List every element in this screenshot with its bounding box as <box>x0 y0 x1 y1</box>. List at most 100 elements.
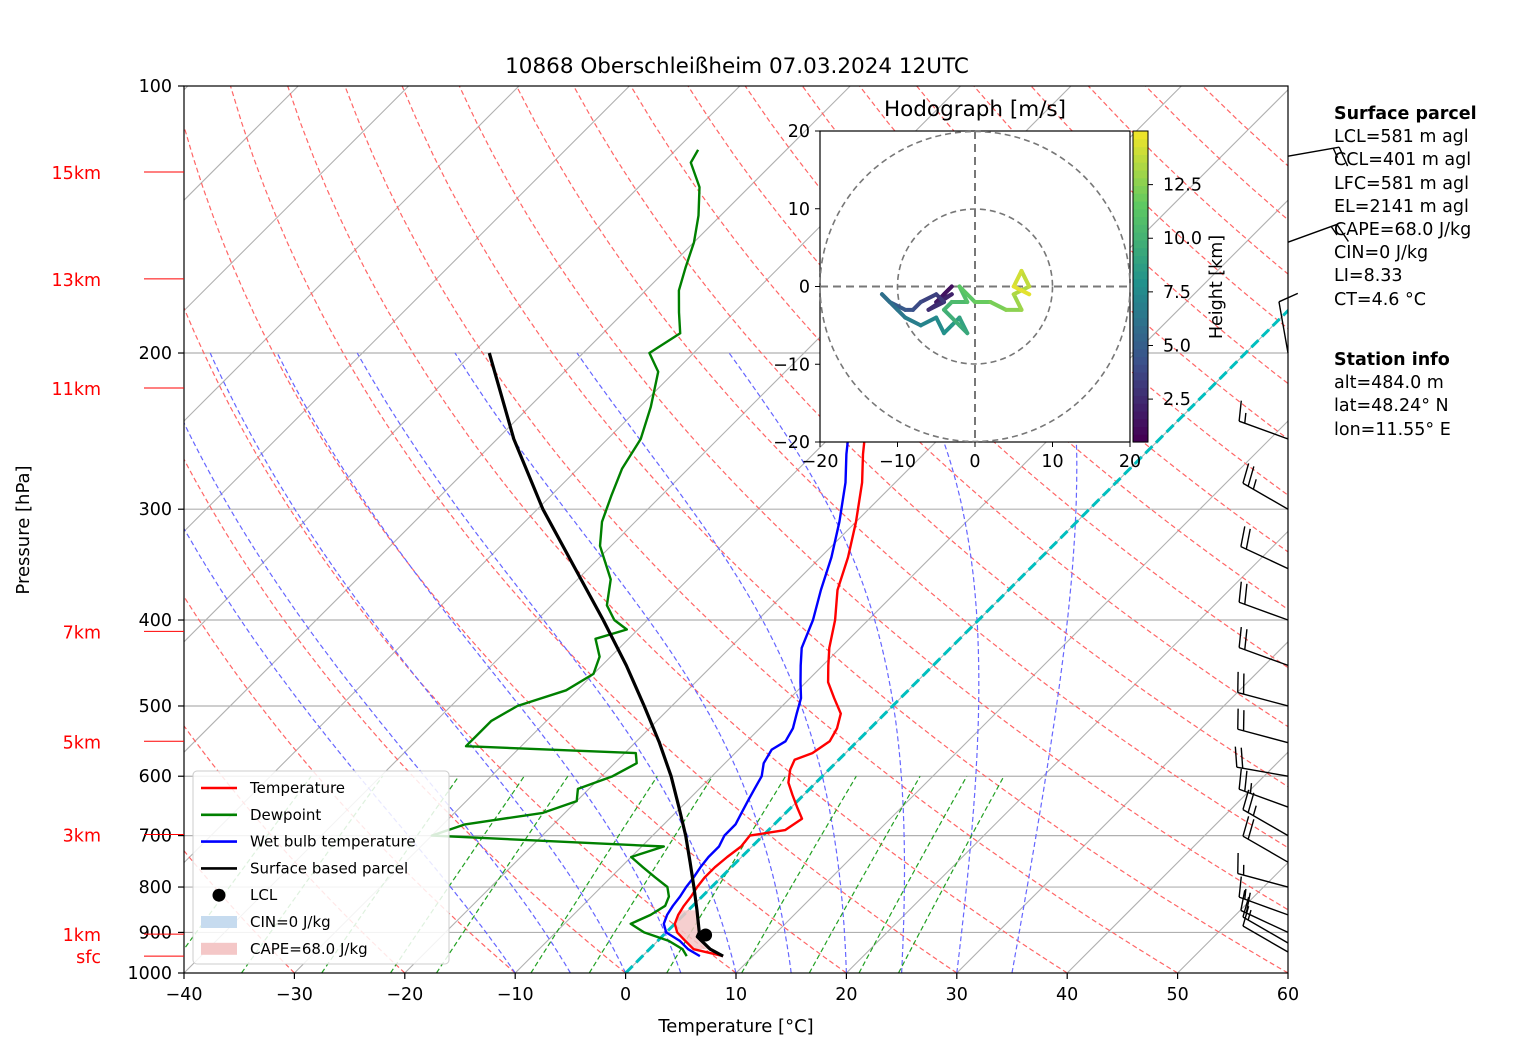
colorbar-cell <box>1133 364 1148 372</box>
height-marker-label: 3km <box>63 826 101 846</box>
height-marker-label: 11km <box>52 380 101 400</box>
wind-barb-shaft <box>1288 224 1337 242</box>
legend-swatch-dot <box>213 889 226 902</box>
x-tick-label: −30 <box>276 985 313 1005</box>
x-tick-label: 50 <box>1166 985 1188 1005</box>
legend-label: Wet bulb temperature <box>250 833 416 851</box>
legend-label: Temperature <box>249 779 345 797</box>
colorbar-cell <box>1133 325 1148 333</box>
colorbar-cell <box>1133 419 1148 427</box>
station-longitude: lon=11.55° E <box>1334 419 1451 442</box>
wind-barb-shaft <box>1239 602 1288 620</box>
colorbar-cell <box>1133 248 1148 256</box>
wind-barb-shaft <box>1238 729 1288 742</box>
y-tick-label: 700 <box>139 827 172 847</box>
colorbar-tick-label: 10.0 <box>1163 229 1202 249</box>
y-tick-label: 600 <box>139 767 172 787</box>
station-latitude: lat=48.24° N <box>1334 395 1451 418</box>
station-altitude: alt=484.0 m <box>1334 372 1451 395</box>
y-tick-label: 500 <box>139 697 172 717</box>
wind-barb-flag <box>1239 627 1241 648</box>
colorbar-tick-label: 12.5 <box>1163 176 1202 196</box>
hodograph-x-tick-label: −10 <box>879 452 916 472</box>
colorbar-tick-label: 7.5 <box>1163 283 1191 303</box>
surface-parcel-lcl: LCL=581 m agl <box>1334 126 1477 149</box>
x-tick-label: −20 <box>386 985 423 1005</box>
x-tick-label: 0 <box>620 985 631 1005</box>
wind-barb-flag <box>1241 748 1242 769</box>
colorbar-cell <box>1133 333 1148 341</box>
wind-barb-flag <box>1248 466 1254 486</box>
wind-barb-flag <box>1239 401 1241 422</box>
legend-label: LCL <box>250 886 278 904</box>
colorbar-cell <box>1133 388 1148 396</box>
hodograph-title: Hodograph [m/s] <box>884 97 1066 122</box>
mixing-ratio-line <box>899 776 1004 973</box>
colorbar-cell <box>1133 185 1148 193</box>
hodograph-x-tick-label: 20 <box>1119 452 1141 472</box>
y-tick-label: 800 <box>139 878 172 898</box>
colorbar-cell <box>1133 302 1148 310</box>
colorbar-cell <box>1133 356 1148 364</box>
height-marker-label: 13km <box>52 271 101 291</box>
legend-label: Surface based parcel <box>250 859 408 877</box>
colorbar-cell <box>1133 294 1148 302</box>
wind-barb-flag <box>1239 582 1241 603</box>
surface-parcel-li: LI=8.33 <box>1334 265 1477 288</box>
colorbar-cell <box>1133 178 1148 186</box>
colorbar-cell <box>1133 224 1148 232</box>
x-tick-label: 30 <box>946 985 968 1005</box>
wind-barb-shaft <box>1243 836 1288 862</box>
lcl-marker <box>699 928 712 941</box>
hodograph-x-tick-label: 10 <box>1041 452 1063 472</box>
y-tick-label: 200 <box>139 344 172 364</box>
height-marker-label: sfc <box>76 948 101 968</box>
wind-barb-half-flag <box>1245 413 1246 423</box>
colorbar-cell <box>1133 341 1148 349</box>
station-info-panel: Station info alt=484.0 m lat=48.24° N lo… <box>1334 349 1451 442</box>
hodograph-y-tick-label: 10 <box>788 200 810 220</box>
moist-adiabat <box>905 353 979 973</box>
colorbar-label: Height [km] <box>1207 235 1227 339</box>
colorbar-cell <box>1133 217 1148 225</box>
surface-parcel-ct: CT=4.6 °C <box>1334 289 1477 312</box>
hodograph-y-tick-label: 20 <box>788 122 810 142</box>
x-tick-label: −40 <box>166 985 203 1005</box>
x-tick-label: −10 <box>497 985 534 1005</box>
colorbar-cell <box>1133 279 1148 287</box>
colorbar-cell <box>1133 147 1148 155</box>
y-tick-label: 100 <box>139 77 172 97</box>
wind-barb-flag <box>1245 771 1247 792</box>
wind-barb-half-flag <box>1253 806 1256 816</box>
colorbar-cell <box>1133 271 1148 279</box>
colorbar-cell <box>1133 287 1148 295</box>
height-marker-label: 1km <box>63 926 101 946</box>
wind-barb-shaft <box>1243 483 1288 509</box>
wind-barb-shaft <box>1239 421 1288 439</box>
wind-barb <box>1239 582 1288 620</box>
colorbar-cell <box>1133 209 1148 217</box>
y-tick-label: 300 <box>139 500 172 520</box>
wind-barb-shaft <box>1238 874 1288 887</box>
colorbar-cell <box>1133 255 1148 263</box>
station-info-header: Station info <box>1334 349 1451 372</box>
hodograph-y-tick-label: −20 <box>773 433 810 453</box>
mixing-ratio-line <box>667 776 786 973</box>
colorbar-cell <box>1133 411 1148 419</box>
colorbar-cell <box>1133 426 1148 434</box>
colorbar-cell <box>1133 318 1148 326</box>
surface-parcel-el: EL=2141 m agl <box>1334 196 1477 219</box>
y-tick-label: 1000 <box>127 964 172 984</box>
wind-barb <box>1239 627 1288 665</box>
colorbar-cell <box>1133 170 1148 178</box>
moist-adiabat <box>455 353 791 973</box>
wind-barb-shaft <box>1237 767 1288 776</box>
mixing-ratio-line <box>437 776 568 973</box>
wind-barb-flag <box>1239 769 1241 790</box>
wind-barb-flag <box>1245 584 1247 605</box>
colorbar-cell <box>1133 263 1148 271</box>
moist-adiabat <box>1012 353 1077 973</box>
surface-parcel-ccl: CCL=401 m agl <box>1334 149 1477 172</box>
chart-title: 10868 Oberschleißheim 07.03.2024 12UTC <box>505 54 969 79</box>
wind-barb-flag <box>1243 816 1249 836</box>
